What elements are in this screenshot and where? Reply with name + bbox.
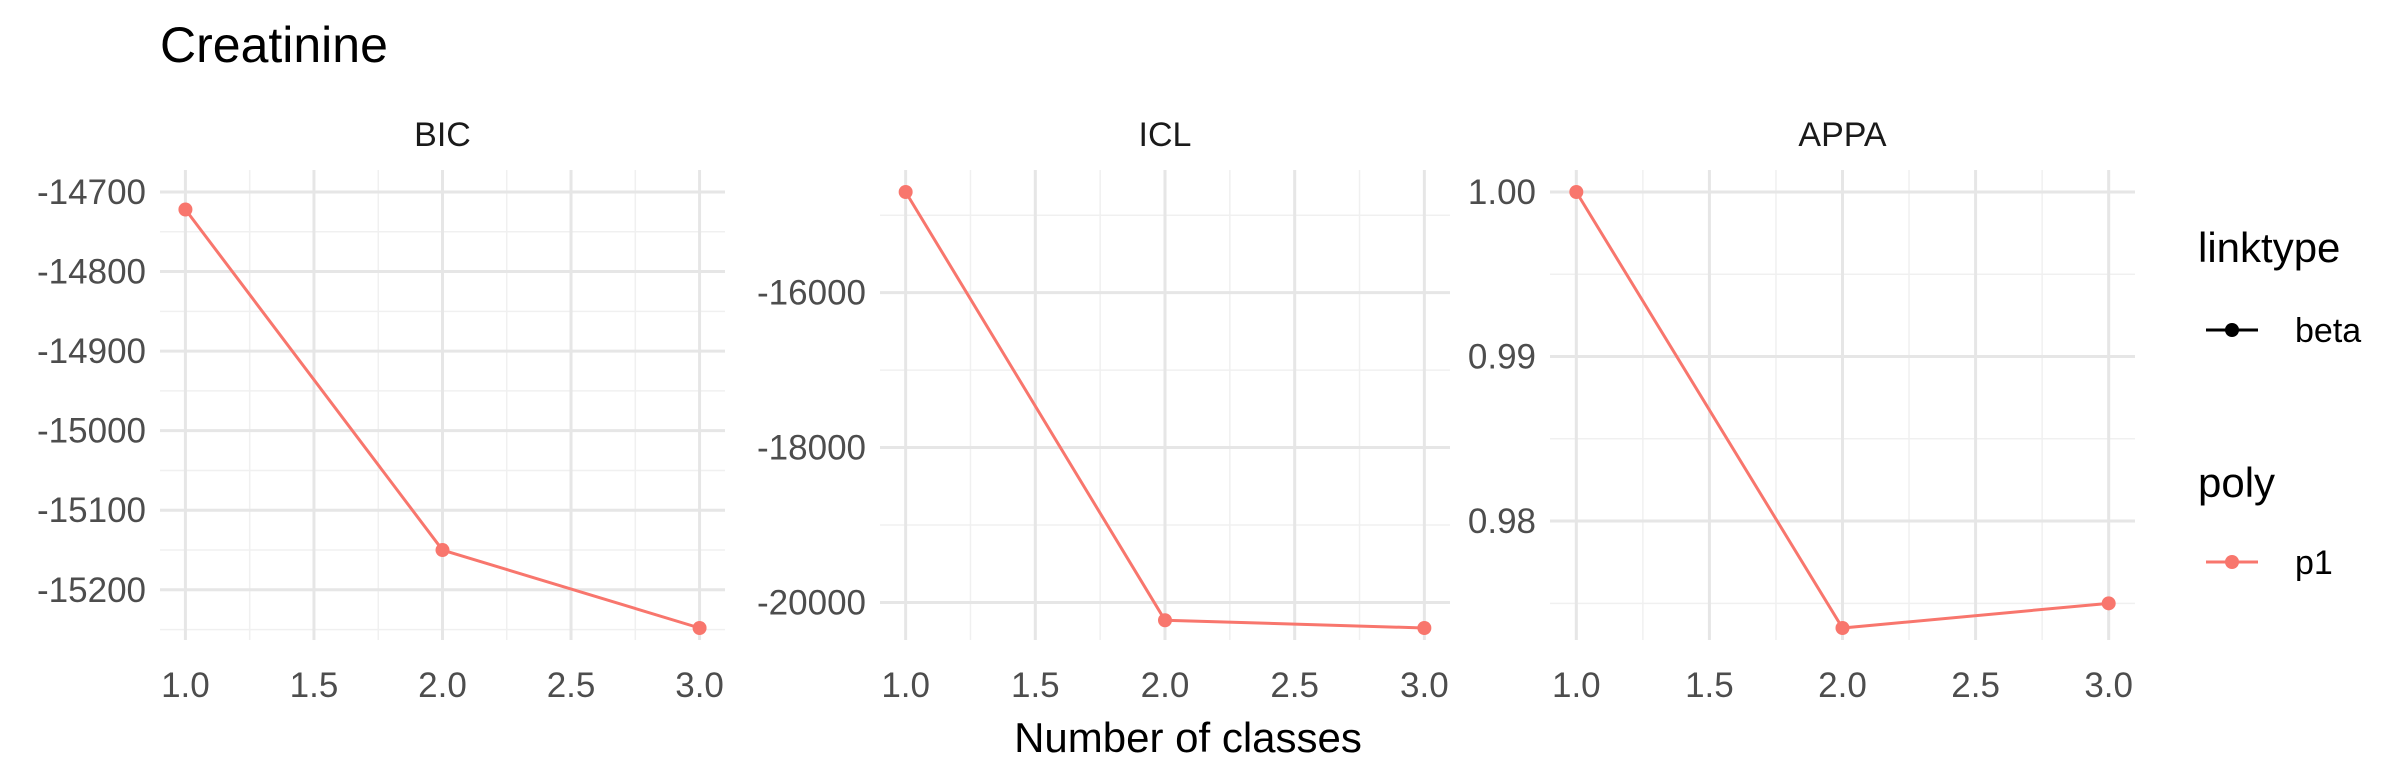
x-tick-label: 1.0 — [1552, 666, 1601, 705]
x-tick-label: 1.5 — [1011, 666, 1060, 705]
legend-group-linktype: linktype beta — [2198, 224, 2361, 350]
legend-label: beta — [2295, 312, 2361, 350]
legend-key-point — [2225, 323, 2239, 337]
legend: linktype beta poly p1 — [2198, 224, 2361, 582]
chart-title: Creatinine — [160, 17, 388, 73]
x-tick-label: 2.5 — [1951, 666, 2000, 705]
panel-label-icl: ICL — [1139, 116, 1192, 154]
legend-title: linktype — [2198, 224, 2340, 271]
x-tick-label: 2.5 — [1270, 666, 1319, 705]
panel-label-appa: APPA — [1798, 116, 1887, 154]
x-tick-label: 2.0 — [418, 666, 467, 705]
panel-label-bic: BIC — [414, 116, 471, 154]
y-tick-label: -14800 — [37, 253, 146, 292]
data-point — [1835, 621, 1850, 635]
y-tick-label: -14700 — [37, 173, 146, 212]
data-point — [178, 202, 193, 217]
x-tick-label: 2.5 — [547, 666, 596, 705]
x-tick-label: 1.5 — [290, 666, 339, 705]
y-tick-label: -20000 — [757, 583, 866, 622]
x-tick-label: 2.0 — [1818, 666, 1867, 705]
x-tick-label: 3.0 — [2084, 666, 2133, 705]
x-tick-label: 1.5 — [1685, 666, 1734, 705]
data-point — [1158, 613, 1172, 628]
data-point — [1569, 185, 1584, 199]
y-tick-label: -18000 — [757, 429, 866, 468]
data-point — [898, 185, 913, 199]
panel-icl: ICL -16000 -18000 -20000 1.0 1.5 2.0 2.5 3.0 — [757, 116, 1450, 705]
legend-label: p1 — [2295, 544, 2333, 582]
data-point — [692, 621, 707, 635]
panel-bic: BIC -14700 -14800 -14900 -15000 -15100 -15200 1… — [37, 116, 725, 705]
y-tick-label: -15200 — [37, 571, 146, 610]
legend-group-poly: poly p1 — [2198, 459, 2333, 582]
y-tick-label: 0.98 — [1468, 502, 1536, 541]
y-tick-label: 0.99 — [1468, 338, 1536, 377]
x-tick-label: 1.0 — [881, 666, 930, 705]
data-point — [435, 543, 450, 558]
panel-appa: APPA 1.00 0.99 0.98 1.0 1.5 2.0 2.5 3.0 — [1468, 116, 2135, 705]
x-axis-title: Number of classes — [1014, 714, 1362, 761]
x-tick-label: 3.0 — [675, 666, 724, 705]
y-tick-label: 1.00 — [1468, 173, 1536, 212]
y-tick-label: -15100 — [37, 491, 146, 530]
legend-title: poly — [2198, 459, 2275, 506]
panels: BIC -14700 -14800 -14900 -15000 -15100 -15200 1… — [37, 116, 2135, 705]
data-point — [1417, 621, 1432, 635]
x-tick-label: 1.0 — [161, 666, 210, 705]
y-tick-label: -16000 — [757, 274, 866, 313]
data-point — [2101, 596, 2116, 611]
legend-key-point — [2225, 555, 2239, 569]
y-tick-label: -15000 — [37, 412, 146, 451]
x-tick-label: 2.0 — [1141, 666, 1190, 705]
x-tick-label: 3.0 — [1400, 666, 1449, 705]
y-tick-label: -14900 — [37, 332, 146, 371]
